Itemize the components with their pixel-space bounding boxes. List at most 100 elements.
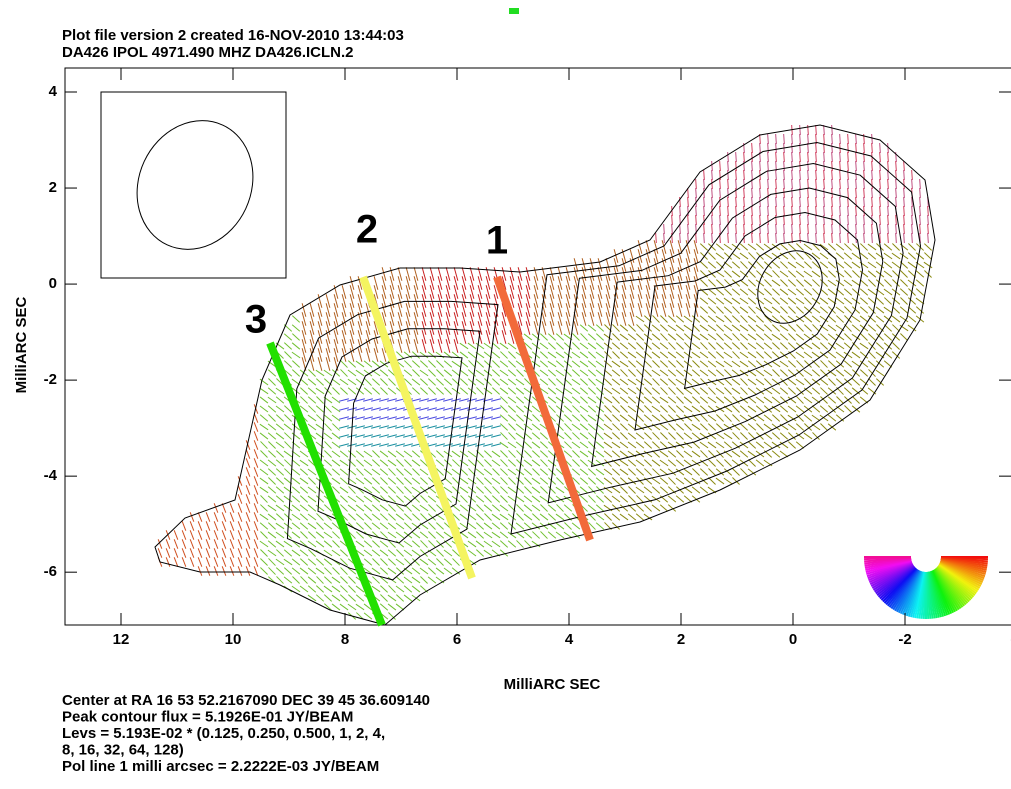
pol-vector bbox=[452, 460, 459, 467]
pol-vector bbox=[316, 396, 323, 403]
pol-vector bbox=[772, 307, 780, 313]
pol-vector bbox=[816, 143, 817, 153]
pol-vector bbox=[660, 433, 667, 440]
pol-vector bbox=[764, 253, 772, 259]
pol-vector bbox=[436, 460, 444, 467]
pol-vector bbox=[720, 188, 721, 198]
pol-vector bbox=[588, 334, 595, 341]
pol-vector bbox=[752, 143, 753, 153]
x-tick-label: 0 bbox=[789, 631, 797, 648]
pol-vector bbox=[444, 532, 452, 538]
pol-vector bbox=[380, 478, 387, 485]
pol-vector bbox=[772, 388, 780, 394]
pol-vector bbox=[428, 532, 435, 539]
pol-vector bbox=[388, 523, 396, 529]
pol-vector bbox=[532, 414, 539, 421]
pol-vector bbox=[836, 379, 843, 386]
pol-vector bbox=[268, 523, 275, 530]
pol-vector bbox=[292, 559, 300, 565]
pol-vector bbox=[492, 388, 499, 395]
pol-vector bbox=[540, 531, 547, 538]
contour bbox=[349, 356, 462, 506]
pol-vector bbox=[556, 361, 564, 367]
x-tick-label: 6 bbox=[453, 631, 461, 648]
pol-vector bbox=[284, 451, 292, 457]
pol-vector bbox=[728, 233, 729, 243]
pol-vector bbox=[704, 233, 705, 243]
pol-vector bbox=[812, 271, 820, 277]
pol-vector bbox=[644, 487, 652, 493]
pol-vector bbox=[516, 415, 523, 422]
pol-vector bbox=[804, 388, 812, 394]
pol-vector bbox=[324, 550, 332, 556]
pol-vector bbox=[812, 324, 819, 331]
pol-vector bbox=[444, 379, 452, 385]
pol-vector bbox=[492, 460, 500, 466]
pol-vector bbox=[580, 469, 588, 475]
pol-vector bbox=[732, 406, 739, 413]
pol-vector bbox=[612, 487, 620, 493]
pol-vector bbox=[246, 449, 250, 458]
pol-vector bbox=[364, 514, 371, 521]
pol-vector bbox=[644, 415, 652, 421]
pol-vector bbox=[372, 460, 379, 467]
pol-vector bbox=[260, 406, 268, 412]
pol-vector bbox=[356, 505, 364, 511]
pol-vector bbox=[637, 324, 644, 331]
pol-vector bbox=[760, 206, 761, 216]
pol-vector bbox=[736, 152, 737, 162]
pol-vector bbox=[732, 351, 739, 358]
pol-vector bbox=[780, 325, 788, 331]
pol-vector bbox=[436, 559, 443, 566]
pol-vector bbox=[532, 361, 540, 367]
pol-vector bbox=[292, 576, 299, 583]
pol-vector bbox=[816, 161, 817, 171]
pol-vector bbox=[476, 387, 483, 394]
pol-vector bbox=[460, 495, 467, 502]
pol-vector bbox=[284, 505, 292, 511]
pol-vector bbox=[792, 224, 793, 234]
pol-vector bbox=[860, 244, 867, 251]
pol-vector bbox=[565, 423, 572, 430]
pol-vector bbox=[740, 289, 748, 295]
pol-vector bbox=[836, 271, 844, 277]
pol-vector bbox=[444, 370, 452, 376]
pol-vector bbox=[612, 433, 619, 440]
pol-vector bbox=[260, 531, 267, 538]
pol-vector bbox=[246, 521, 250, 530]
pol-vector bbox=[300, 397, 307, 404]
pol-vector bbox=[816, 179, 817, 189]
pol-vector bbox=[340, 469, 348, 475]
pol-vector bbox=[492, 514, 500, 520]
pol-vector bbox=[580, 460, 587, 467]
pol-vector bbox=[620, 460, 628, 466]
pol-vector bbox=[844, 370, 852, 376]
pol-vector bbox=[796, 289, 803, 296]
pol-vector bbox=[182, 557, 186, 566]
pol-vector bbox=[684, 316, 692, 322]
pol-vector bbox=[692, 379, 700, 385]
pol-vector bbox=[316, 532, 324, 538]
pol-vector bbox=[828, 289, 836, 295]
pol-vector bbox=[792, 215, 793, 225]
pol-vector bbox=[816, 215, 817, 225]
pol-vector bbox=[660, 397, 668, 403]
pol-vector bbox=[636, 505, 643, 512]
pol-vector bbox=[828, 378, 835, 385]
pol-vector bbox=[928, 206, 929, 216]
pol-vector bbox=[780, 334, 788, 341]
pol-vector bbox=[832, 215, 833, 225]
pol-vector bbox=[284, 469, 291, 476]
pol-vector bbox=[166, 548, 170, 557]
pol-vector bbox=[396, 577, 404, 584]
pol-vector bbox=[668, 451, 676, 457]
pol-vector bbox=[284, 441, 291, 448]
pol-vector bbox=[784, 188, 785, 198]
pol-vector bbox=[388, 514, 395, 521]
pol-vector bbox=[668, 352, 676, 358]
pol-vector bbox=[396, 586, 404, 592]
pol-vector bbox=[268, 433, 276, 439]
pol-vector bbox=[493, 486, 500, 493]
pol-vector bbox=[308, 469, 316, 475]
pol-vector bbox=[740, 468, 747, 475]
